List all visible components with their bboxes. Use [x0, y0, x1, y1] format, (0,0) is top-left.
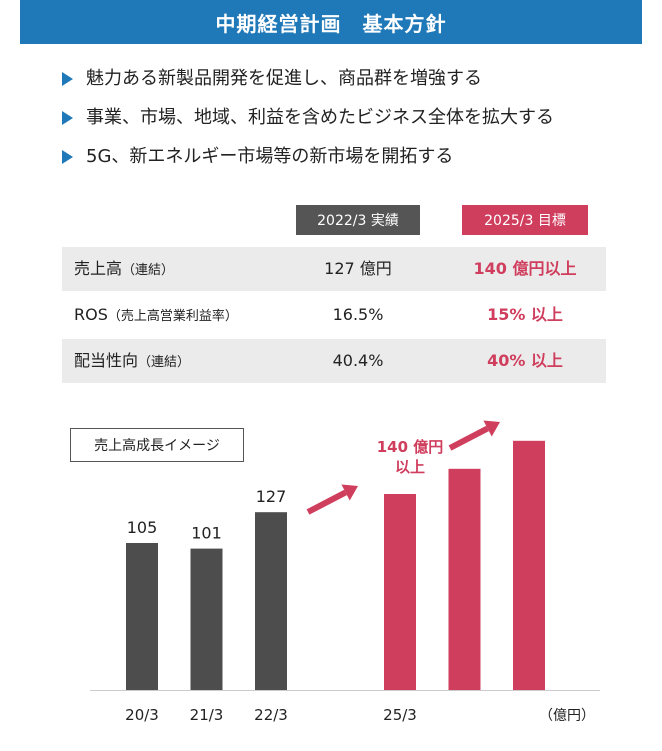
bar	[384, 494, 416, 690]
policy-text: 5G、新エネルギー市場等の新市場を開拓する	[86, 146, 454, 167]
target-column-header: 2025/3 目標	[462, 205, 588, 235]
row-label: ROS（売上高営業利益率）	[74, 305, 238, 324]
table-row: ROS（売上高営業利益率） 16.5% 15% 以上	[62, 293, 606, 337]
data-label: 105	[127, 518, 158, 537]
policy-item: 事業、市場、地域、利益を含めたビジネス全体を拡大する	[62, 107, 642, 129]
bar	[190, 548, 223, 690]
unit-label: （億円）	[539, 708, 595, 724]
target-annotation: 以上	[395, 458, 425, 476]
policy-item: 魅力ある新製品開発を促進し、商品群を増強する	[62, 68, 642, 90]
table-row: 配当性向（連結） 40.4% 40% 以上	[62, 339, 606, 383]
row-label: 売上高（連結）	[74, 259, 175, 278]
triangle-bullet-icon	[62, 111, 73, 125]
data-label: 101	[191, 524, 222, 543]
target-value: 40% 以上	[487, 351, 563, 370]
triangle-bullet-icon	[62, 72, 73, 86]
policy-list: 魅力ある新製品開発を促進し、商品群を増強する 事業、市場、地域、利益を含めたビジ…	[62, 68, 642, 185]
target-value: 140 億円以上	[473, 259, 577, 278]
growth-arrow-icon	[306, 489, 347, 515]
chart-title: 売上高成長イメージ	[70, 428, 244, 462]
page-title: 中期経営計画 基本方針	[20, 0, 642, 44]
actual-value: 127 億円	[324, 259, 392, 278]
bar	[126, 543, 158, 690]
bar	[513, 440, 545, 690]
tick-label: 22/3	[254, 706, 288, 724]
actual-value: 16.5%	[332, 305, 384, 324]
triangle-bullet-icon	[62, 150, 73, 164]
row-label: 配当性向（連結）	[74, 351, 191, 370]
actual-column-header: 2022/3 実績	[296, 205, 420, 235]
bar	[448, 468, 481, 690]
growth-arrow-head-icon	[341, 484, 358, 501]
policy-text: 魅力ある新製品開発を促進し、商品群を増強する	[86, 68, 482, 89]
bar	[255, 512, 287, 690]
data-label: 127	[256, 487, 287, 506]
actual-value: 40.4%	[332, 351, 384, 370]
growth-arrow-head-icon	[483, 420, 500, 437]
growth-arrow-icon	[448, 425, 489, 451]
tick-label: 20/3	[125, 706, 159, 724]
tick-label: 25/3	[383, 706, 417, 724]
target-value: 15% 以上	[487, 305, 563, 324]
target-annotation: 140 億円	[377, 438, 444, 456]
policy-text: 事業、市場、地域、利益を含めたビジネス全体を拡大する	[86, 107, 554, 128]
tick-label: 21/3	[190, 706, 224, 724]
table-row: 売上高（連結） 127 億円 140 億円以上	[62, 247, 606, 291]
policy-item: 5G、新エネルギー市場等の新市場を開拓する	[62, 146, 642, 168]
